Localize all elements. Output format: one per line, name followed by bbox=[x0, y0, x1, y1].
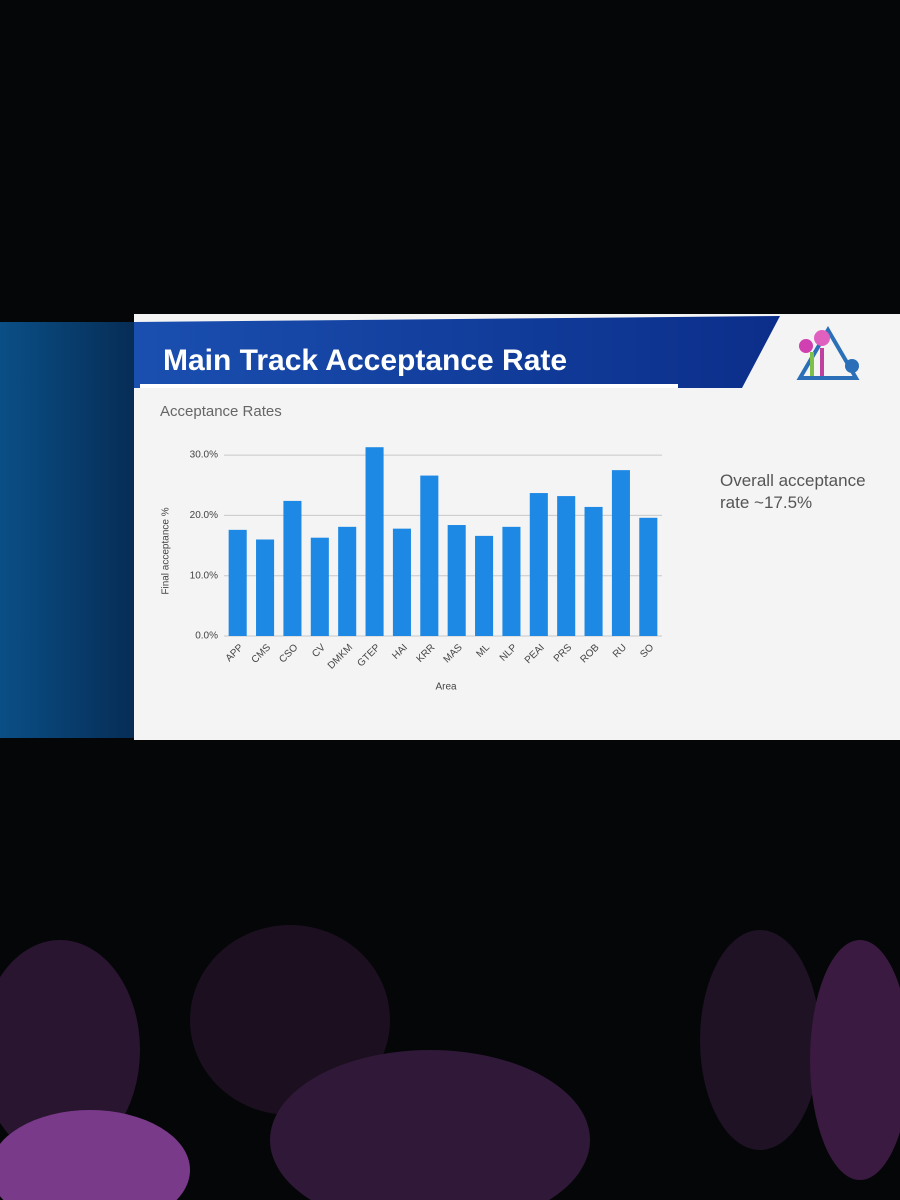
bar bbox=[338, 526, 357, 636]
bar bbox=[420, 475, 439, 636]
bar bbox=[256, 539, 275, 636]
chart-title: Acceptance Rates bbox=[160, 403, 282, 420]
y-tick-label: 30.0% bbox=[190, 450, 218, 461]
logo bbox=[796, 326, 860, 380]
bar bbox=[502, 526, 521, 636]
side-screen bbox=[0, 322, 136, 738]
bar bbox=[639, 517, 658, 636]
y-tick-label: 0.0% bbox=[195, 631, 218, 642]
y-tick-label: 10.0% bbox=[190, 570, 218, 581]
slide-header bbox=[134, 316, 780, 388]
slide-title: Main Track Acceptance Rate bbox=[163, 344, 567, 377]
bar bbox=[529, 493, 548, 636]
bar bbox=[447, 525, 466, 636]
bar bbox=[228, 529, 247, 636]
bar bbox=[611, 470, 630, 636]
bar bbox=[584, 506, 603, 636]
bar bbox=[365, 447, 384, 636]
annotation: Overall acceptance rate ~17.5% bbox=[720, 471, 866, 512]
x-axis-label: Area bbox=[435, 682, 457, 693]
bar bbox=[310, 537, 329, 636]
header-rule bbox=[140, 384, 678, 388]
bar bbox=[557, 496, 576, 636]
bar bbox=[283, 500, 302, 636]
y-tick-label: 20.0% bbox=[190, 510, 218, 521]
audience bbox=[0, 925, 900, 1200]
bar bbox=[392, 528, 411, 636]
y-axis-label: Final acceptance % bbox=[161, 507, 172, 594]
bar bbox=[475, 535, 494, 636]
